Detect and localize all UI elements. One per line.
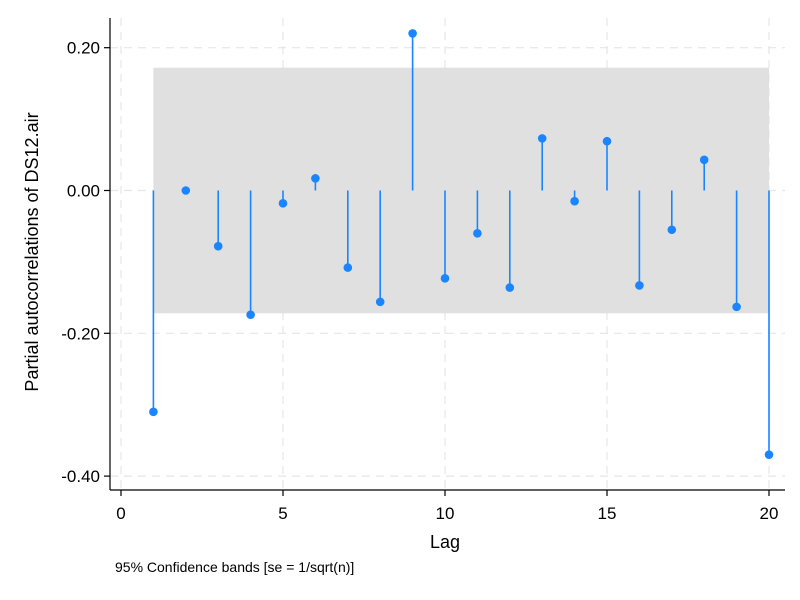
data-point xyxy=(635,281,644,290)
data-point xyxy=(408,29,417,38)
data-point xyxy=(311,174,320,183)
stems xyxy=(149,29,774,459)
y-ticks: 0.20 0.00 -0.20 -0.40 xyxy=(61,39,110,486)
x-tick-label: 20 xyxy=(760,504,779,523)
data-point xyxy=(764,450,774,459)
confidence-band xyxy=(153,67,769,314)
data-point xyxy=(213,241,223,251)
y-tick-label: -0.40 xyxy=(61,467,100,486)
data-point xyxy=(602,136,612,146)
y-axis-title: Partial autocorrelations of DS12.air xyxy=(22,112,42,391)
x-ticks: 0 5 10 15 20 xyxy=(116,490,778,523)
data-point xyxy=(375,297,385,307)
y-tick-label: 0.20 xyxy=(67,39,100,58)
data-point xyxy=(181,186,191,195)
data-point xyxy=(278,199,288,208)
x-tick-label: 15 xyxy=(598,504,617,523)
data-point xyxy=(473,229,482,238)
y-tick-label: -0.20 xyxy=(61,324,100,343)
x-tick-label: 0 xyxy=(116,504,125,523)
data-point xyxy=(440,274,450,283)
x-axis-title: Lag xyxy=(430,532,460,552)
data-point xyxy=(699,155,709,165)
data-point xyxy=(732,302,741,312)
x-tick-label: 5 xyxy=(278,504,287,523)
data-point xyxy=(570,196,579,206)
data-point xyxy=(537,134,547,143)
data-point xyxy=(343,263,353,272)
x-tick-label: 10 xyxy=(436,504,455,523)
data-point xyxy=(667,225,677,235)
data-point xyxy=(246,310,255,320)
chart-note: 95% Confidence bands [se = 1/sqrt(n)] xyxy=(115,559,354,575)
data-point xyxy=(505,283,515,292)
y-tick-label: 0.00 xyxy=(67,182,100,201)
data-point xyxy=(149,407,158,417)
